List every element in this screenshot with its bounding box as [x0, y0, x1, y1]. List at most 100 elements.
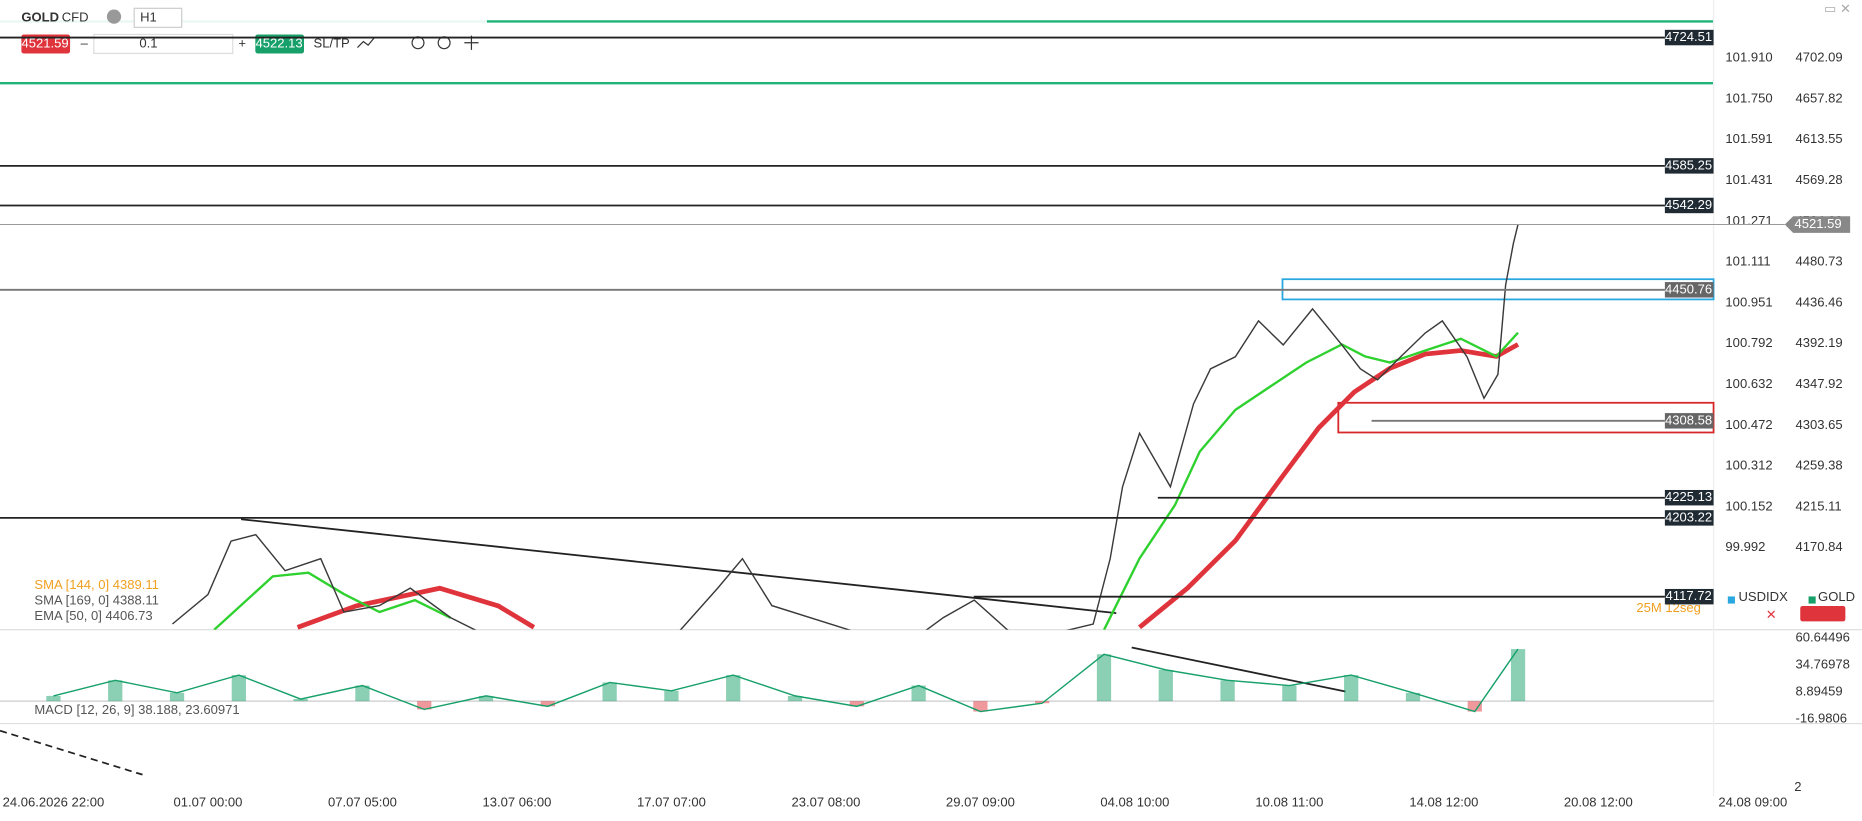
macd-hist: [417, 701, 432, 710]
macd-hist: [108, 680, 123, 702]
level-tag: 4308.58: [1664, 412, 1714, 429]
gold-tick-label: 4170.84: [1796, 539, 1843, 554]
gold-tick-label: 4702.09: [1796, 50, 1843, 65]
usd-tick-label: 101.750: [1725, 90, 1772, 105]
usd-tick-label: 100.951: [1725, 294, 1772, 309]
level-label: 4724.51: [1665, 29, 1712, 44]
indicator-label: SMA [144, 0] 4389.11: [34, 577, 158, 592]
ask: 4522.13: [255, 35, 302, 50]
gold-tick-label: 4215.11: [1796, 498, 1842, 513]
macd-hist: [1096, 654, 1112, 702]
level-label: 4542.29: [1665, 197, 1712, 212]
macd-hist: [293, 699, 308, 702]
macd-tick-label: 60.64496: [1796, 629, 1850, 644]
legend-entry[interactable]: GOLD: [1818, 589, 1855, 604]
symbol: GOLD: [21, 9, 59, 24]
usd-tick-label: 100.472: [1725, 417, 1772, 432]
macd-hist: [1405, 692, 1421, 702]
macd-hist: [1035, 701, 1050, 704]
macd-hist: [231, 675, 246, 702]
gold-tick-label: 4657.82: [1796, 90, 1843, 105]
level-tag-bg: [1664, 510, 1714, 526]
date-label: 10.08 11:00: [1255, 795, 1323, 810]
gold-tick-label: 4303.65: [1796, 417, 1843, 432]
timeframe-select[interactable]: [133, 7, 183, 28]
sma-line: [296, 342, 1520, 630]
usd-tick-label: 101.431: [1725, 172, 1772, 187]
close-gold[interactable]: [1800, 605, 1846, 622]
buy-button[interactable]: [255, 34, 304, 54]
plus[interactable]: +: [238, 35, 246, 50]
usd-tick-label: 101.591: [1725, 131, 1772, 146]
macd-label: MACD [12, 26, 9] 38.188, 23.60971: [34, 702, 239, 717]
date-label: 23.07 08:00: [791, 795, 860, 810]
macd-hist: [911, 685, 926, 702]
current-price-label: 4521.59: [1794, 216, 1841, 231]
level-tag: 4585.25: [1664, 157, 1714, 174]
gold-tick-label: 4436.46: [1796, 294, 1843, 309]
gold-tick-label: 4569.28: [1796, 172, 1843, 187]
volume-axis-label: 2: [1794, 779, 1801, 794]
gold-tick-label: 4613.55: [1796, 131, 1843, 146]
level-tag-bg: [1664, 282, 1714, 298]
price-line: [171, 224, 1519, 630]
usd-tick-label: 101.271: [1725, 213, 1772, 228]
sell-button[interactable]: [21, 34, 71, 54]
legend-entry[interactable]: USDIDX: [1739, 589, 1789, 604]
macd-tick-label: 8.89459: [1796, 683, 1843, 698]
line-tool[interactable]: [357, 37, 375, 48]
date-label: 04.08 10:00: [1100, 795, 1169, 810]
window-controls[interactable]: ▭ ✕: [1824, 1, 1851, 16]
date-label: 20.08 12:00: [1564, 795, 1633, 810]
macd-hist: [726, 675, 741, 702]
level-label: 4585.25: [1665, 157, 1712, 172]
macd-hist: [1510, 649, 1526, 702]
usd-tick-label: 99.992: [1725, 539, 1765, 554]
bid: 4521.59: [22, 35, 69, 50]
level-label: 4225.13: [1665, 489, 1712, 504]
minus[interactable]: –: [81, 35, 89, 50]
legend-swatch: [1727, 596, 1735, 604]
level-tag: 4203.22: [1664, 509, 1714, 526]
gold-tick-label: 4347.92: [1796, 376, 1843, 391]
date-label: 29.07 09:00: [946, 795, 1015, 810]
date-label: 17.07 07:00: [637, 795, 706, 810]
macd-hist: [169, 692, 185, 702]
macd-hist: [540, 701, 555, 707]
macd-hist: [1344, 675, 1359, 702]
gold-tick-label: 4392.19: [1796, 335, 1843, 350]
macd-hist: [1158, 669, 1173, 702]
volume-input[interactable]: [93, 33, 234, 55]
macd-line: [53, 648, 1519, 713]
macd-hist: [849, 701, 864, 707]
macd-hist: [973, 701, 988, 712]
trend-line: [0, 729, 143, 776]
level-label: 4308.58: [1665, 412, 1712, 427]
indicator-label: SMA [169, 0] 4388.11: [34, 593, 158, 608]
date-label: 13.07 06:00: [482, 795, 551, 810]
level-label: 4203.22: [1665, 509, 1712, 524]
usd-tick-label: 100.152: [1725, 498, 1772, 513]
usd-tick-label: 100.632: [1725, 376, 1772, 391]
legend-swatch: [1808, 596, 1816, 604]
level-tag: 4724.51: [1664, 29, 1714, 46]
level-tag-bg: [1664, 588, 1714, 605]
date-label: 24.06.2026 22:00: [3, 795, 105, 810]
macd-hist: [478, 695, 494, 702]
level-tag-bg: [1664, 197, 1714, 214]
macd-pane: [0, 648, 1714, 713]
level-label: 4450.76: [1665, 281, 1712, 296]
toolbar-bg: [0, 4, 487, 60]
macd-tick-label: -16.9806: [1796, 710, 1848, 725]
timeframe: H1: [140, 9, 157, 24]
macd-hist: [664, 690, 679, 702]
sltp[interactable]: SL/TP: [314, 35, 351, 50]
usd-tick-label: 100.312: [1725, 458, 1772, 473]
info-icon[interactable]: [106, 9, 122, 24]
macd-hist: [46, 695, 61, 702]
level-tag: 4117.72: [1664, 588, 1714, 605]
close-usd[interactable]: ✕: [1766, 607, 1777, 622]
